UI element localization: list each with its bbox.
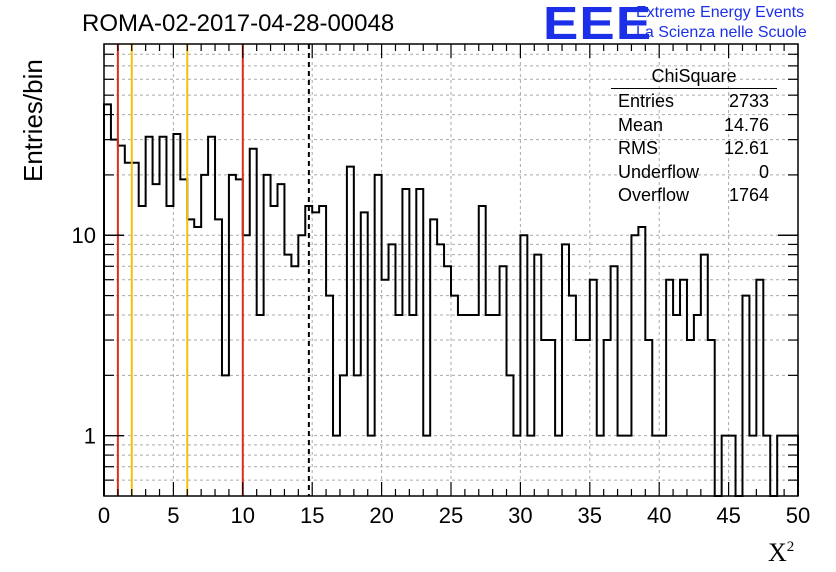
x-tick-label: 15 <box>300 503 324 528</box>
eee-logo: EEE <box>543 0 653 49</box>
stats-row: Mean 14.76 <box>611 114 777 138</box>
histogram-step-line <box>103 103 799 497</box>
stats-label: Mean <box>618 114 664 135</box>
x-tick-label: 40 <box>647 503 671 528</box>
x-tick-label: 35 <box>578 503 602 528</box>
x-tick-label: 30 <box>508 503 532 528</box>
y-tick-label: 1 <box>84 424 96 449</box>
stats-value: 12.61 <box>723 138 769 158</box>
stats-value: 14.76 <box>723 114 769 135</box>
stats-label: RMS <box>618 138 658 158</box>
stats-value: 2733 <box>728 91 769 111</box>
stats-value: 0 <box>758 161 769 182</box>
stats-value: 1764 <box>728 185 769 205</box>
x-tick-label: 45 <box>716 503 740 528</box>
x-axis-label-base: X <box>768 538 787 567</box>
x-tick-label: 20 <box>369 503 393 528</box>
y-tick-label: 10 <box>72 223 96 248</box>
stats-label: Entries <box>618 91 675 111</box>
stats-row: Overflow 1764 <box>611 184 777 208</box>
x-tick-label: 25 <box>439 503 463 528</box>
logo-line-1: Extreme Energy Events <box>636 4 805 21</box>
stats-box: ChiSquare Entries 2733 Mean 14.76 RMS 12.61… <box>611 66 777 208</box>
x-tick-label: 5 <box>167 503 179 528</box>
stats-label: Underflow <box>618 161 700 182</box>
logo-line-2: La Scienza nelle Scuole <box>636 24 807 41</box>
x-tick-label: 50 <box>786 503 810 528</box>
stats-title: ChiSquare <box>611 66 777 89</box>
chart-title: ROMA-02-2017-04-28-00048 <box>82 10 395 37</box>
x-axis-label: X2 <box>768 538 794 568</box>
stats-row: RMS 12.61 <box>611 137 777 161</box>
x-tick-label: 0 <box>98 503 110 528</box>
stats-label: Overflow <box>618 185 690 205</box>
stats-row: Entries 2733 <box>611 90 777 114</box>
x-tick-label: 10 <box>231 503 255 528</box>
x-axis-label-sup: 2 <box>786 539 795 555</box>
stats-row: Underflow 0 <box>611 161 777 185</box>
y-axis-label: Entries/bin <box>18 59 48 182</box>
